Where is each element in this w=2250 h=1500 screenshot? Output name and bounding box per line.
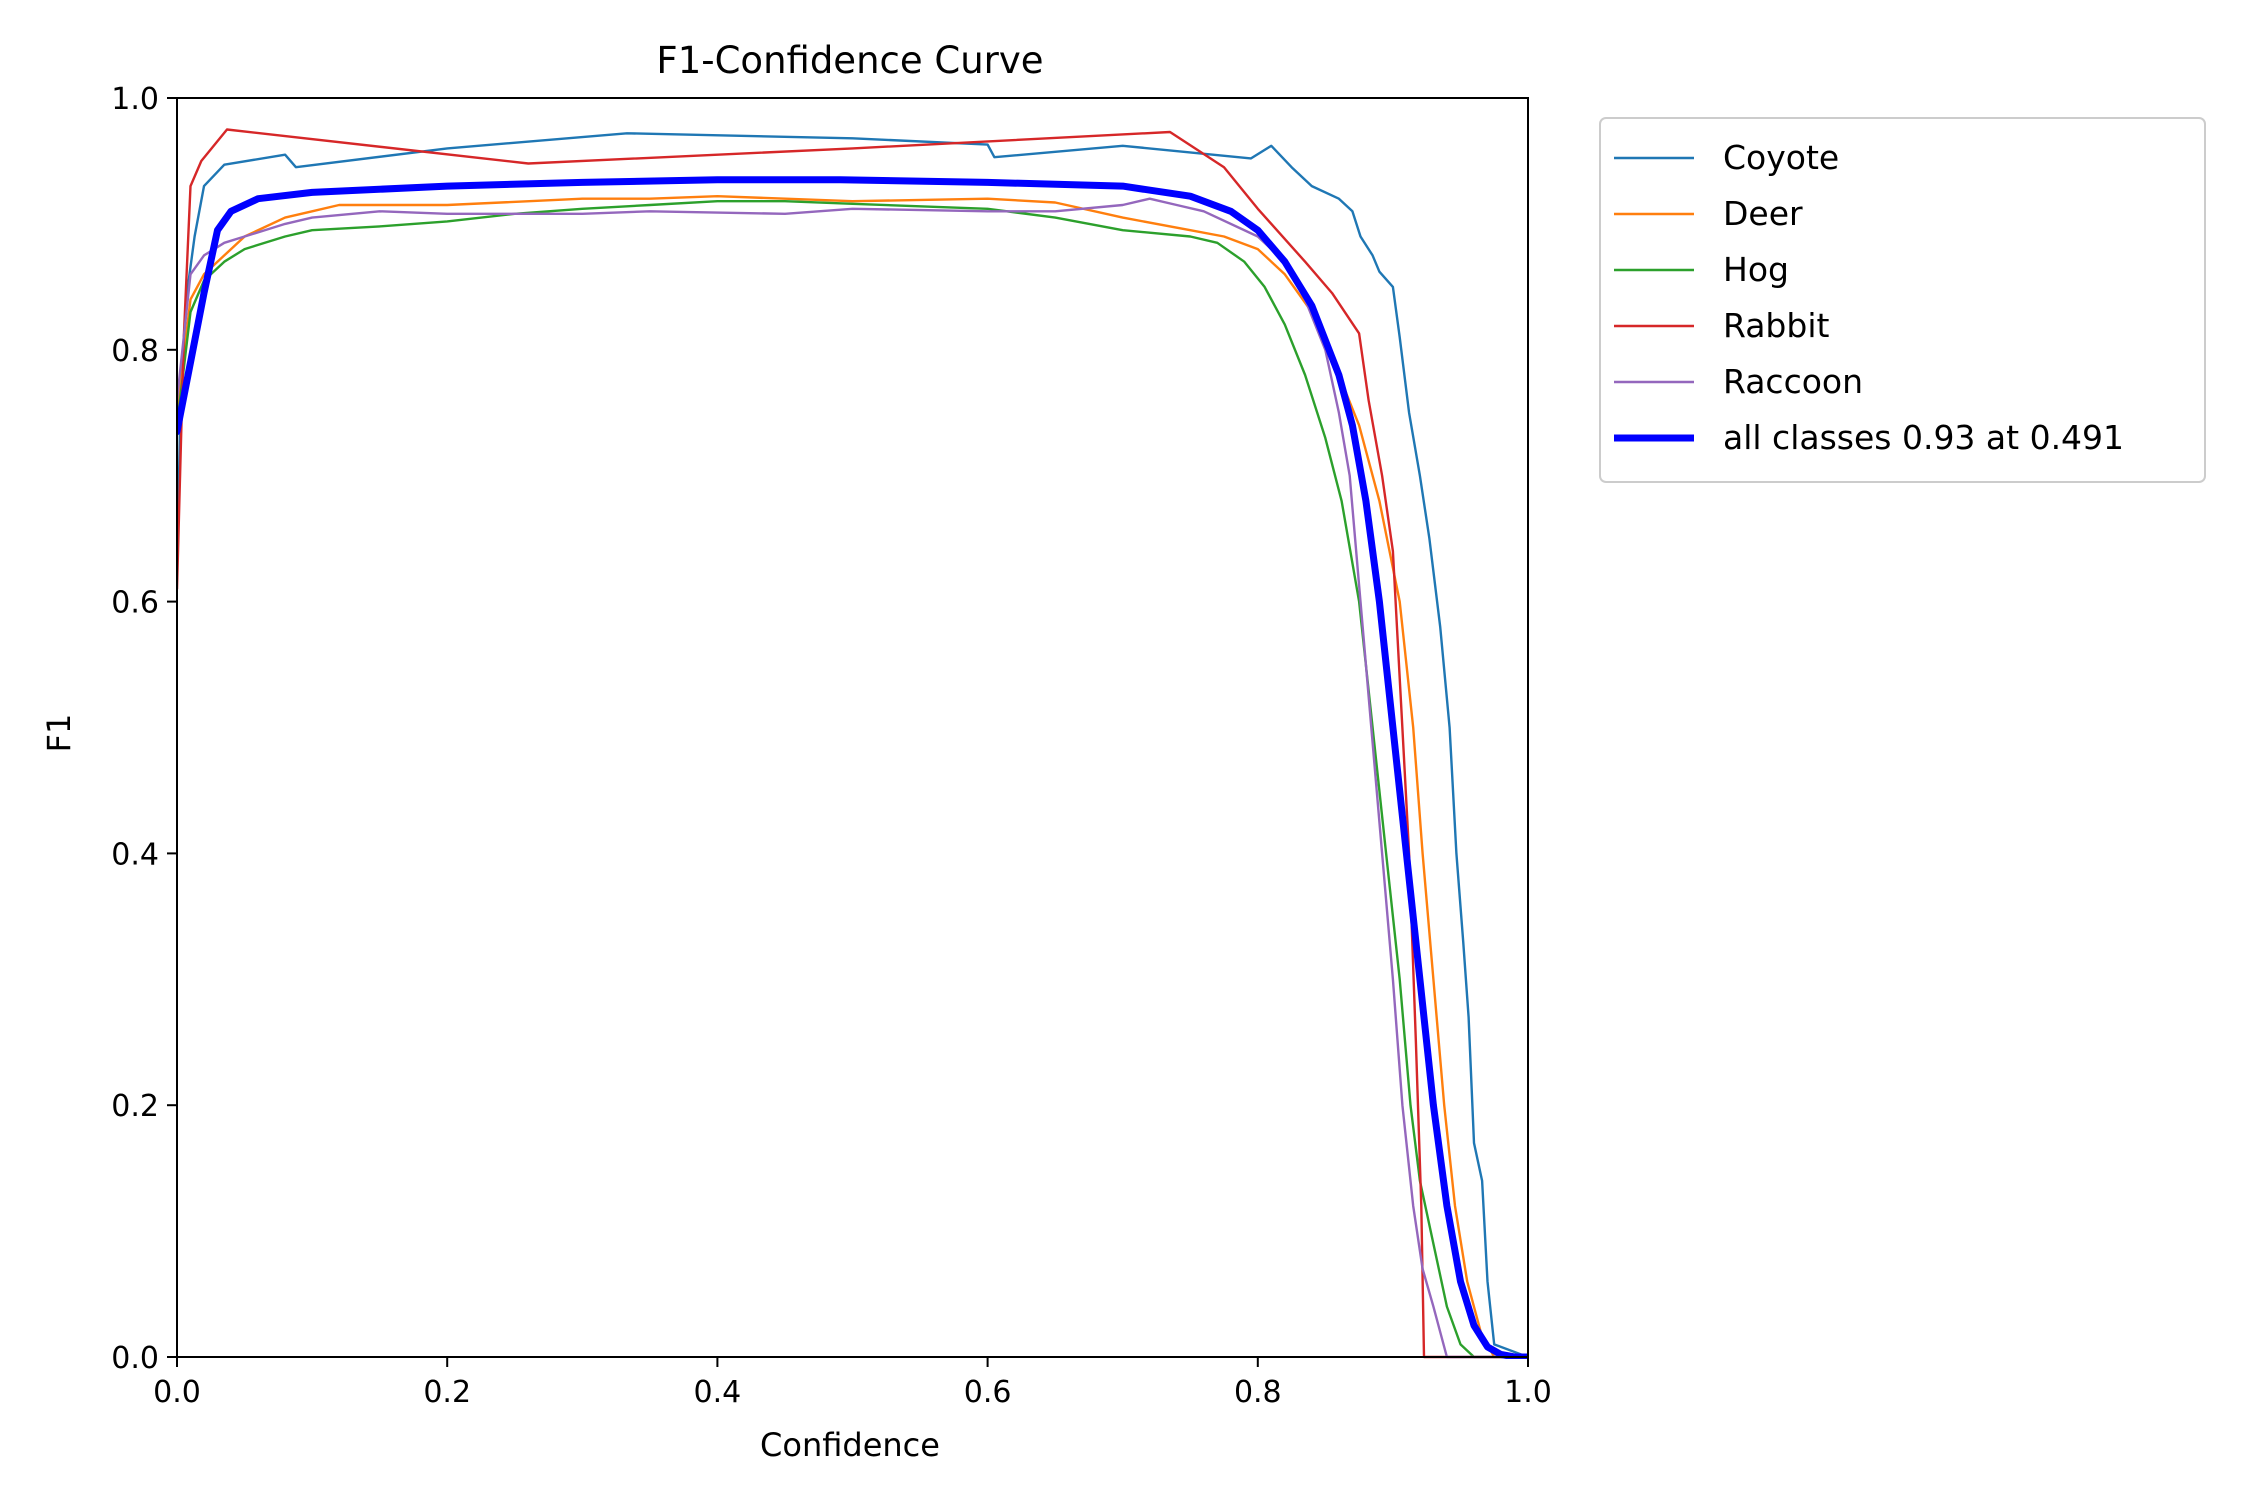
x-tick-label: 0.0	[153, 1375, 201, 1410]
chart-title: F1-Confidence Curve	[656, 39, 1043, 82]
x-tick-label: 0.8	[1234, 1375, 1282, 1410]
series-layer	[177, 128, 1528, 1359]
legend-label: Hog	[1723, 250, 1789, 289]
ticks-layer: 0.0 0.2 0.4 0.6 0.8 1.0 0.0 0.2 0.4 0.6 0.8 1.0	[111, 82, 1552, 1410]
y-tick-label: 0.2	[111, 1089, 159, 1124]
plot-frame	[176, 97, 1529, 1358]
y-tick-label: 0.4	[111, 837, 159, 872]
legend-label: Rabbit	[1723, 306, 1829, 345]
legend: Coyote Deer Hog Rabbit Raccoon all classes 0.…	[1599, 117, 2206, 483]
x-tick-label: 0.2	[423, 1375, 471, 1410]
series-line-raccoon	[177, 197, 1528, 1359]
series-line-deer	[177, 195, 1528, 1359]
y-tick-label: 1.0	[111, 82, 159, 117]
legend-box	[1599, 117, 2206, 483]
x-tick-label: 0.6	[964, 1375, 1012, 1410]
x-tick-label: 0.4	[694, 1375, 742, 1410]
series-line-all	[177, 176, 1528, 1359]
y-axis-label: F1	[40, 714, 78, 753]
series-line-rabbit	[177, 128, 1528, 1359]
y-tick-label: 0.8	[111, 334, 159, 369]
series-line-coyote	[177, 132, 1528, 1359]
legend-label: all classes 0.93 at 0.491	[1723, 418, 2124, 457]
x-axis-label: Confidence	[760, 1426, 940, 1464]
y-tick-label: 0.0	[111, 1341, 159, 1376]
legend-label: Coyote	[1723, 138, 1839, 177]
x-tick-label: 1.0	[1504, 1375, 1552, 1410]
y-tick-label: 0.6	[111, 586, 159, 621]
legend-label: Raccoon	[1723, 362, 1863, 401]
series-line-hog	[177, 200, 1528, 1359]
legend-label: Deer	[1723, 194, 1803, 233]
